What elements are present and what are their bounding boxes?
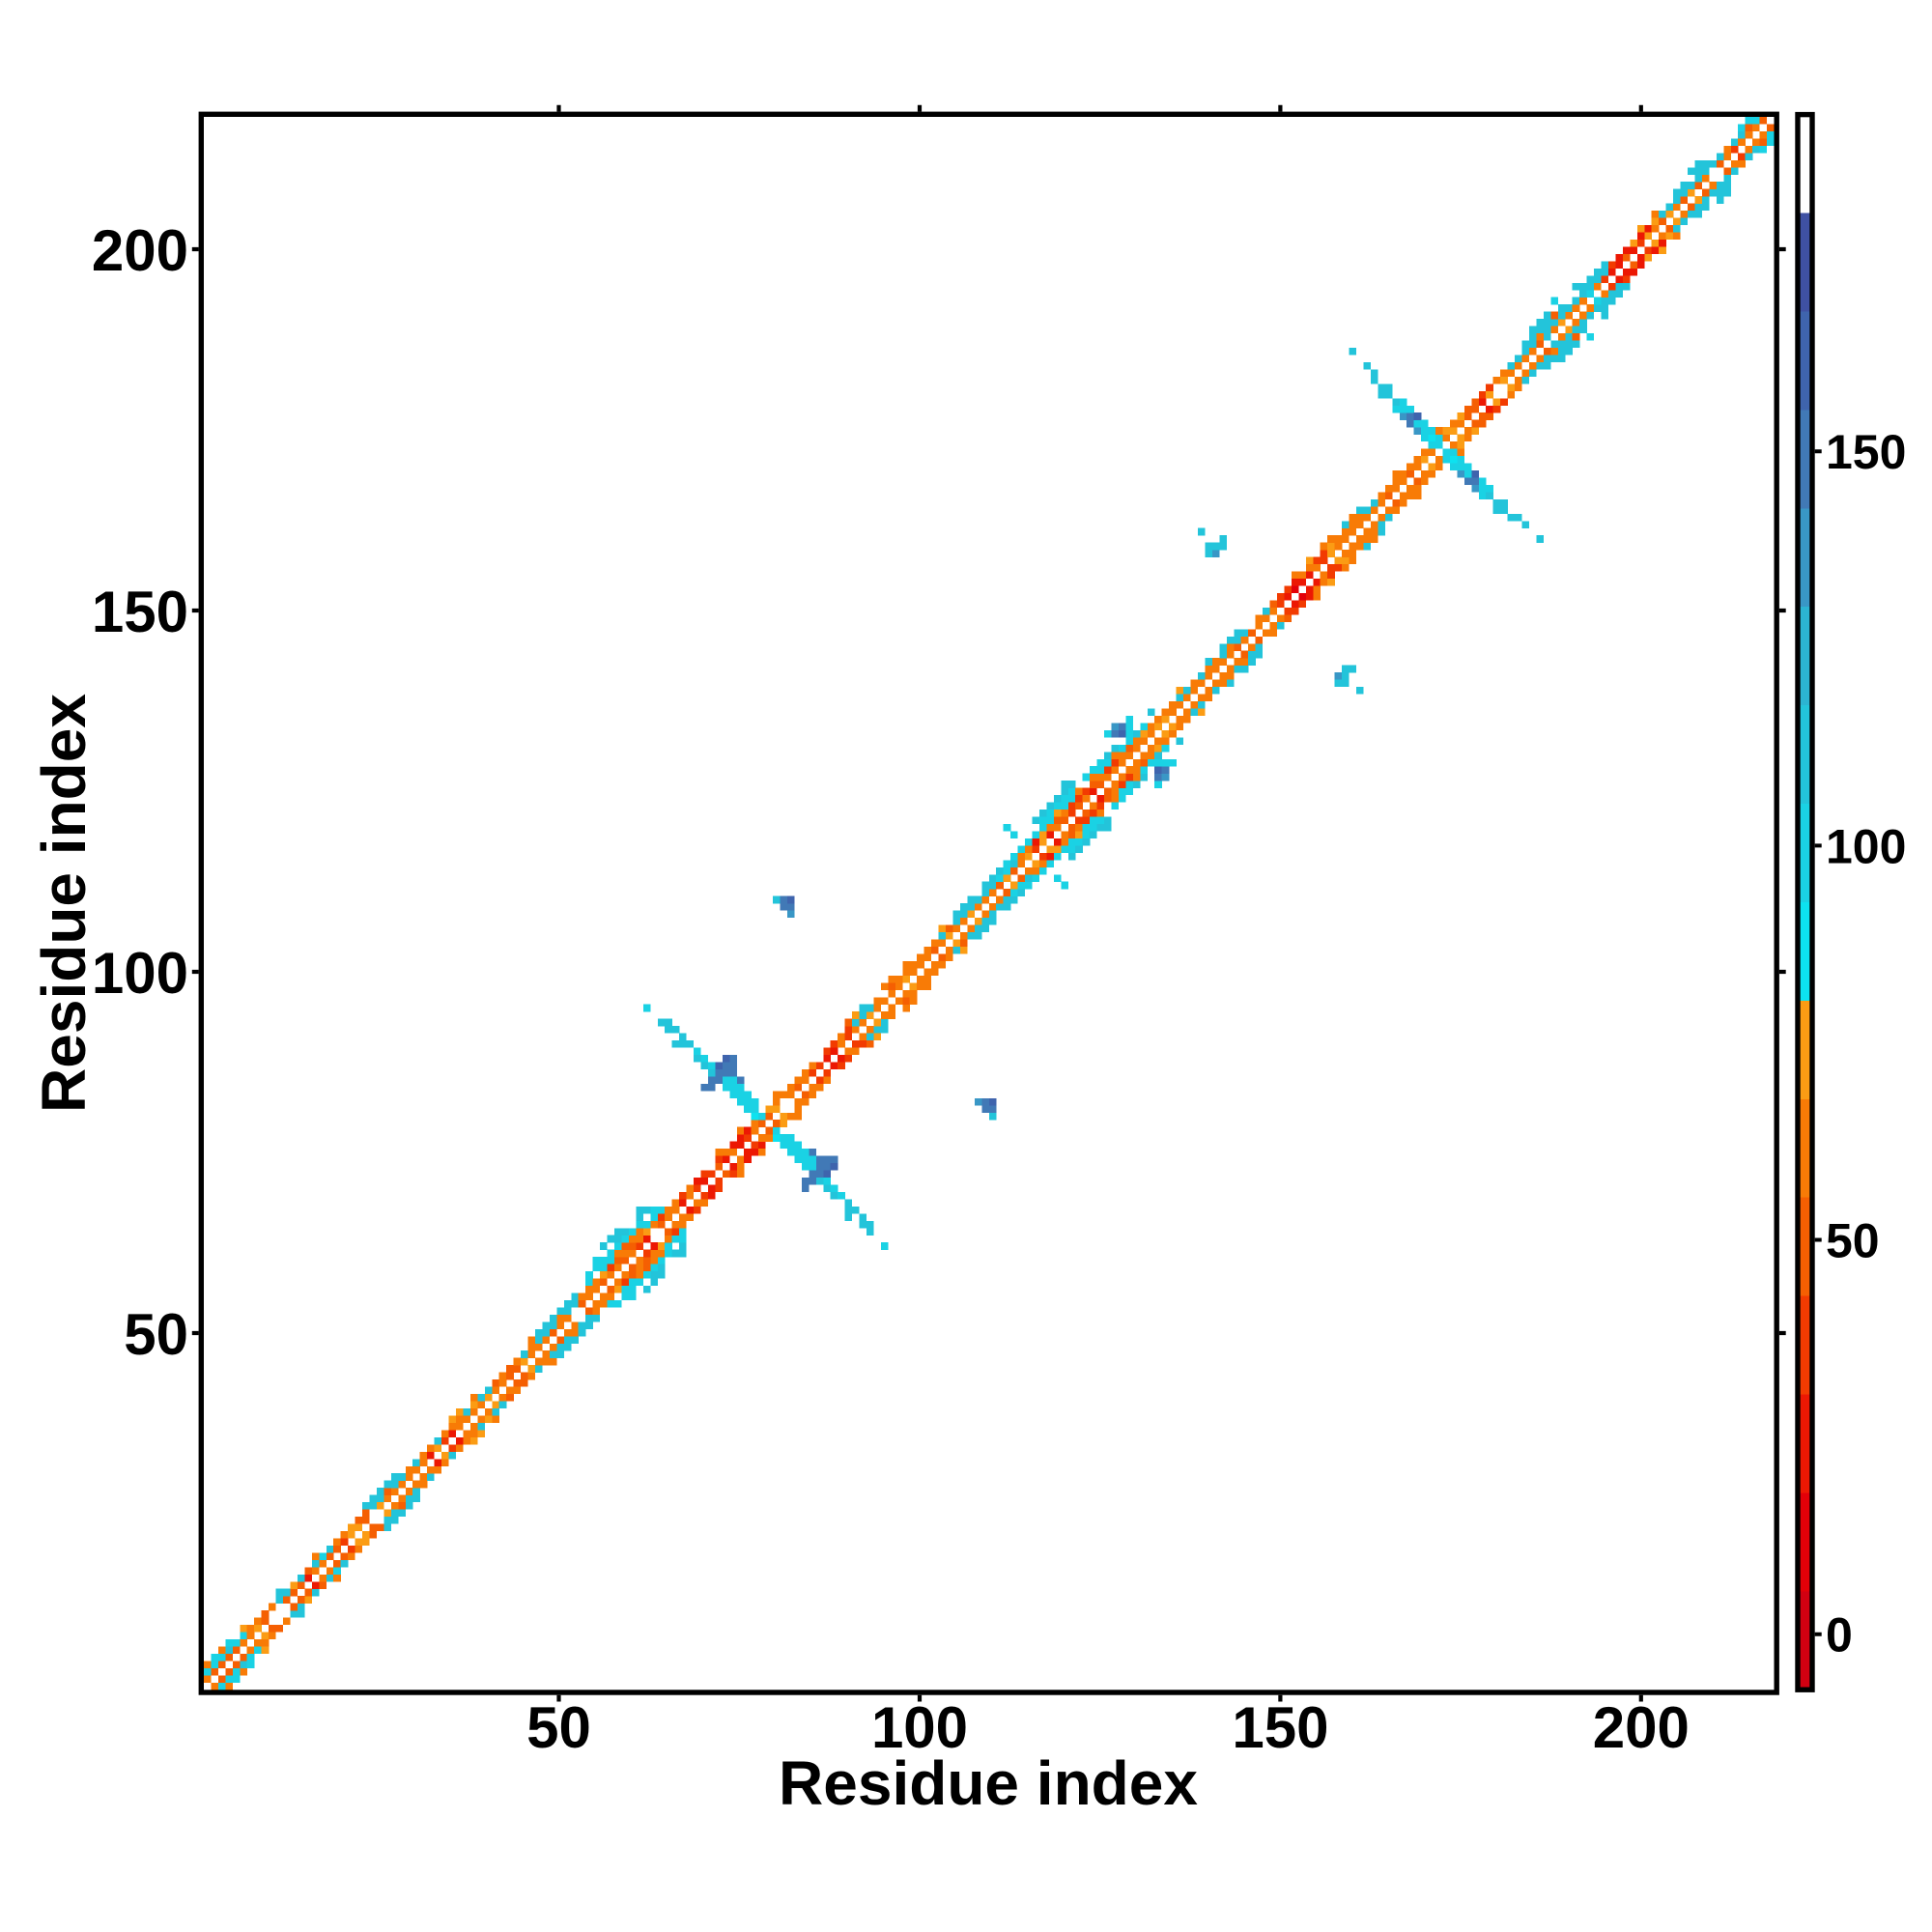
svg-text:100: 100 bbox=[871, 1695, 968, 1760]
svg-text:0: 0 bbox=[1826, 1608, 1853, 1662]
svg-text:150: 150 bbox=[92, 580, 188, 644]
svg-text:Residue index: Residue index bbox=[779, 1748, 1198, 1818]
svg-text:Residue index: Residue index bbox=[29, 694, 99, 1113]
svg-text:200: 200 bbox=[92, 218, 188, 283]
svg-text:150: 150 bbox=[1232, 1695, 1328, 1760]
svg-text:100: 100 bbox=[92, 941, 188, 1006]
svg-text:200: 200 bbox=[1593, 1695, 1690, 1760]
svg-text:50: 50 bbox=[1826, 1214, 1880, 1268]
svg-text:50: 50 bbox=[124, 1302, 188, 1367]
svg-text:150: 150 bbox=[1826, 425, 1906, 479]
svg-text:100: 100 bbox=[1826, 819, 1906, 873]
svg-text:50: 50 bbox=[526, 1695, 591, 1760]
